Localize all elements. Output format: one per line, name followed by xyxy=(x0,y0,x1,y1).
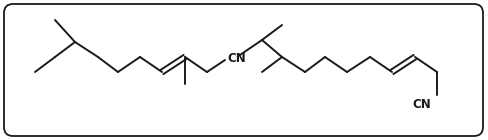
Text: CN: CN xyxy=(413,98,431,111)
FancyBboxPatch shape xyxy=(4,4,483,136)
Text: CN: CN xyxy=(227,52,246,65)
